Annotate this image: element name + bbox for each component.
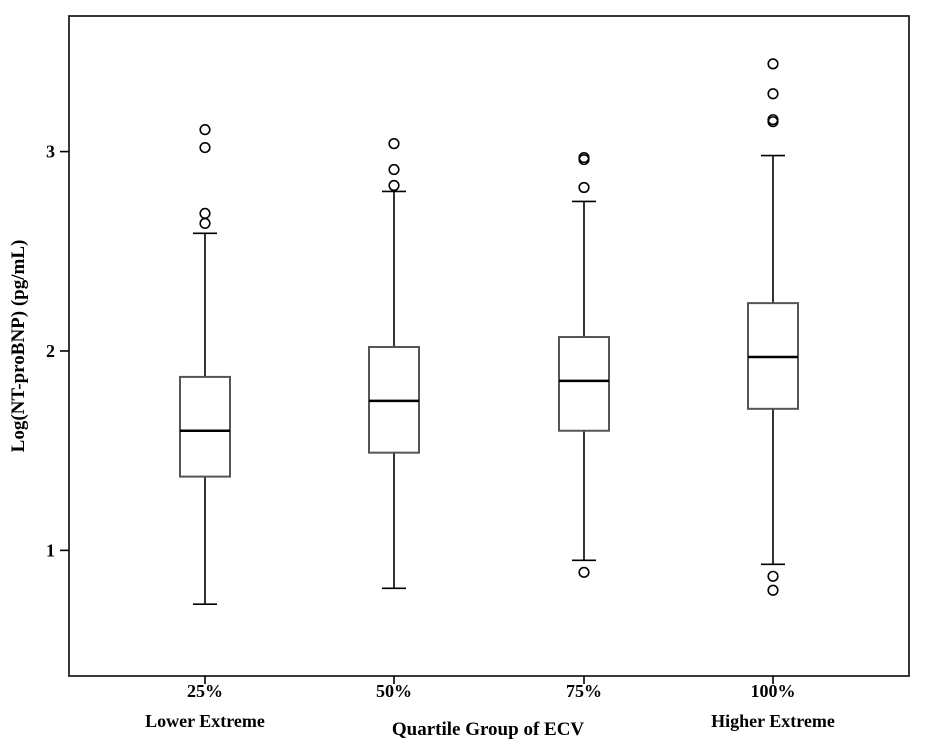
outlier-point	[767, 570, 779, 582]
x-tick-sublabel: Higher Extreme	[711, 711, 835, 731]
y-tick-label: 1	[46, 540, 55, 560]
x-axis: 25% Lower Extreme 50% 75% 100% Higher Extreme	[145, 676, 835, 731]
outlier-point	[767, 88, 779, 100]
x-axis-title: Quartile Group of ECV	[392, 719, 585, 740]
outlier-point	[199, 142, 211, 154]
outlier-point	[767, 114, 779, 126]
x-tick-label: 25%	[187, 681, 223, 701]
outlier-point	[199, 124, 211, 136]
outlier-point	[767, 58, 779, 70]
y-tick-label: 2	[46, 341, 55, 361]
outlier-point	[199, 217, 211, 229]
outlier-point	[767, 584, 779, 596]
x-tick-label: 75%	[566, 681, 602, 701]
box-group	[558, 151, 610, 578]
outlier-point	[578, 181, 590, 194]
outlier-point	[388, 163, 400, 176]
box-group	[368, 138, 420, 590]
outlier-point	[578, 566, 590, 578]
iqr-box	[179, 375, 231, 478]
iqr-box	[558, 336, 610, 432]
y-axis: 1 2 3	[46, 142, 69, 560]
box-group	[179, 124, 231, 606]
x-tick-label: 50%	[376, 681, 412, 701]
y-axis-title: Log(NT-proBNP) (pg/mL)	[8, 240, 29, 453]
x-tick-sublabel: Lower Extreme	[145, 711, 265, 731]
plot-frame	[68, 15, 910, 677]
x-tick-label: 100%	[751, 681, 796, 701]
outlier-point	[388, 138, 400, 150]
outlier-point	[388, 179, 400, 192]
box-series	[179, 58, 799, 606]
y-tick-label: 3	[46, 142, 55, 162]
box-group	[747, 58, 799, 596]
outlier-point	[578, 151, 590, 164]
outlier-point	[199, 207, 211, 220]
